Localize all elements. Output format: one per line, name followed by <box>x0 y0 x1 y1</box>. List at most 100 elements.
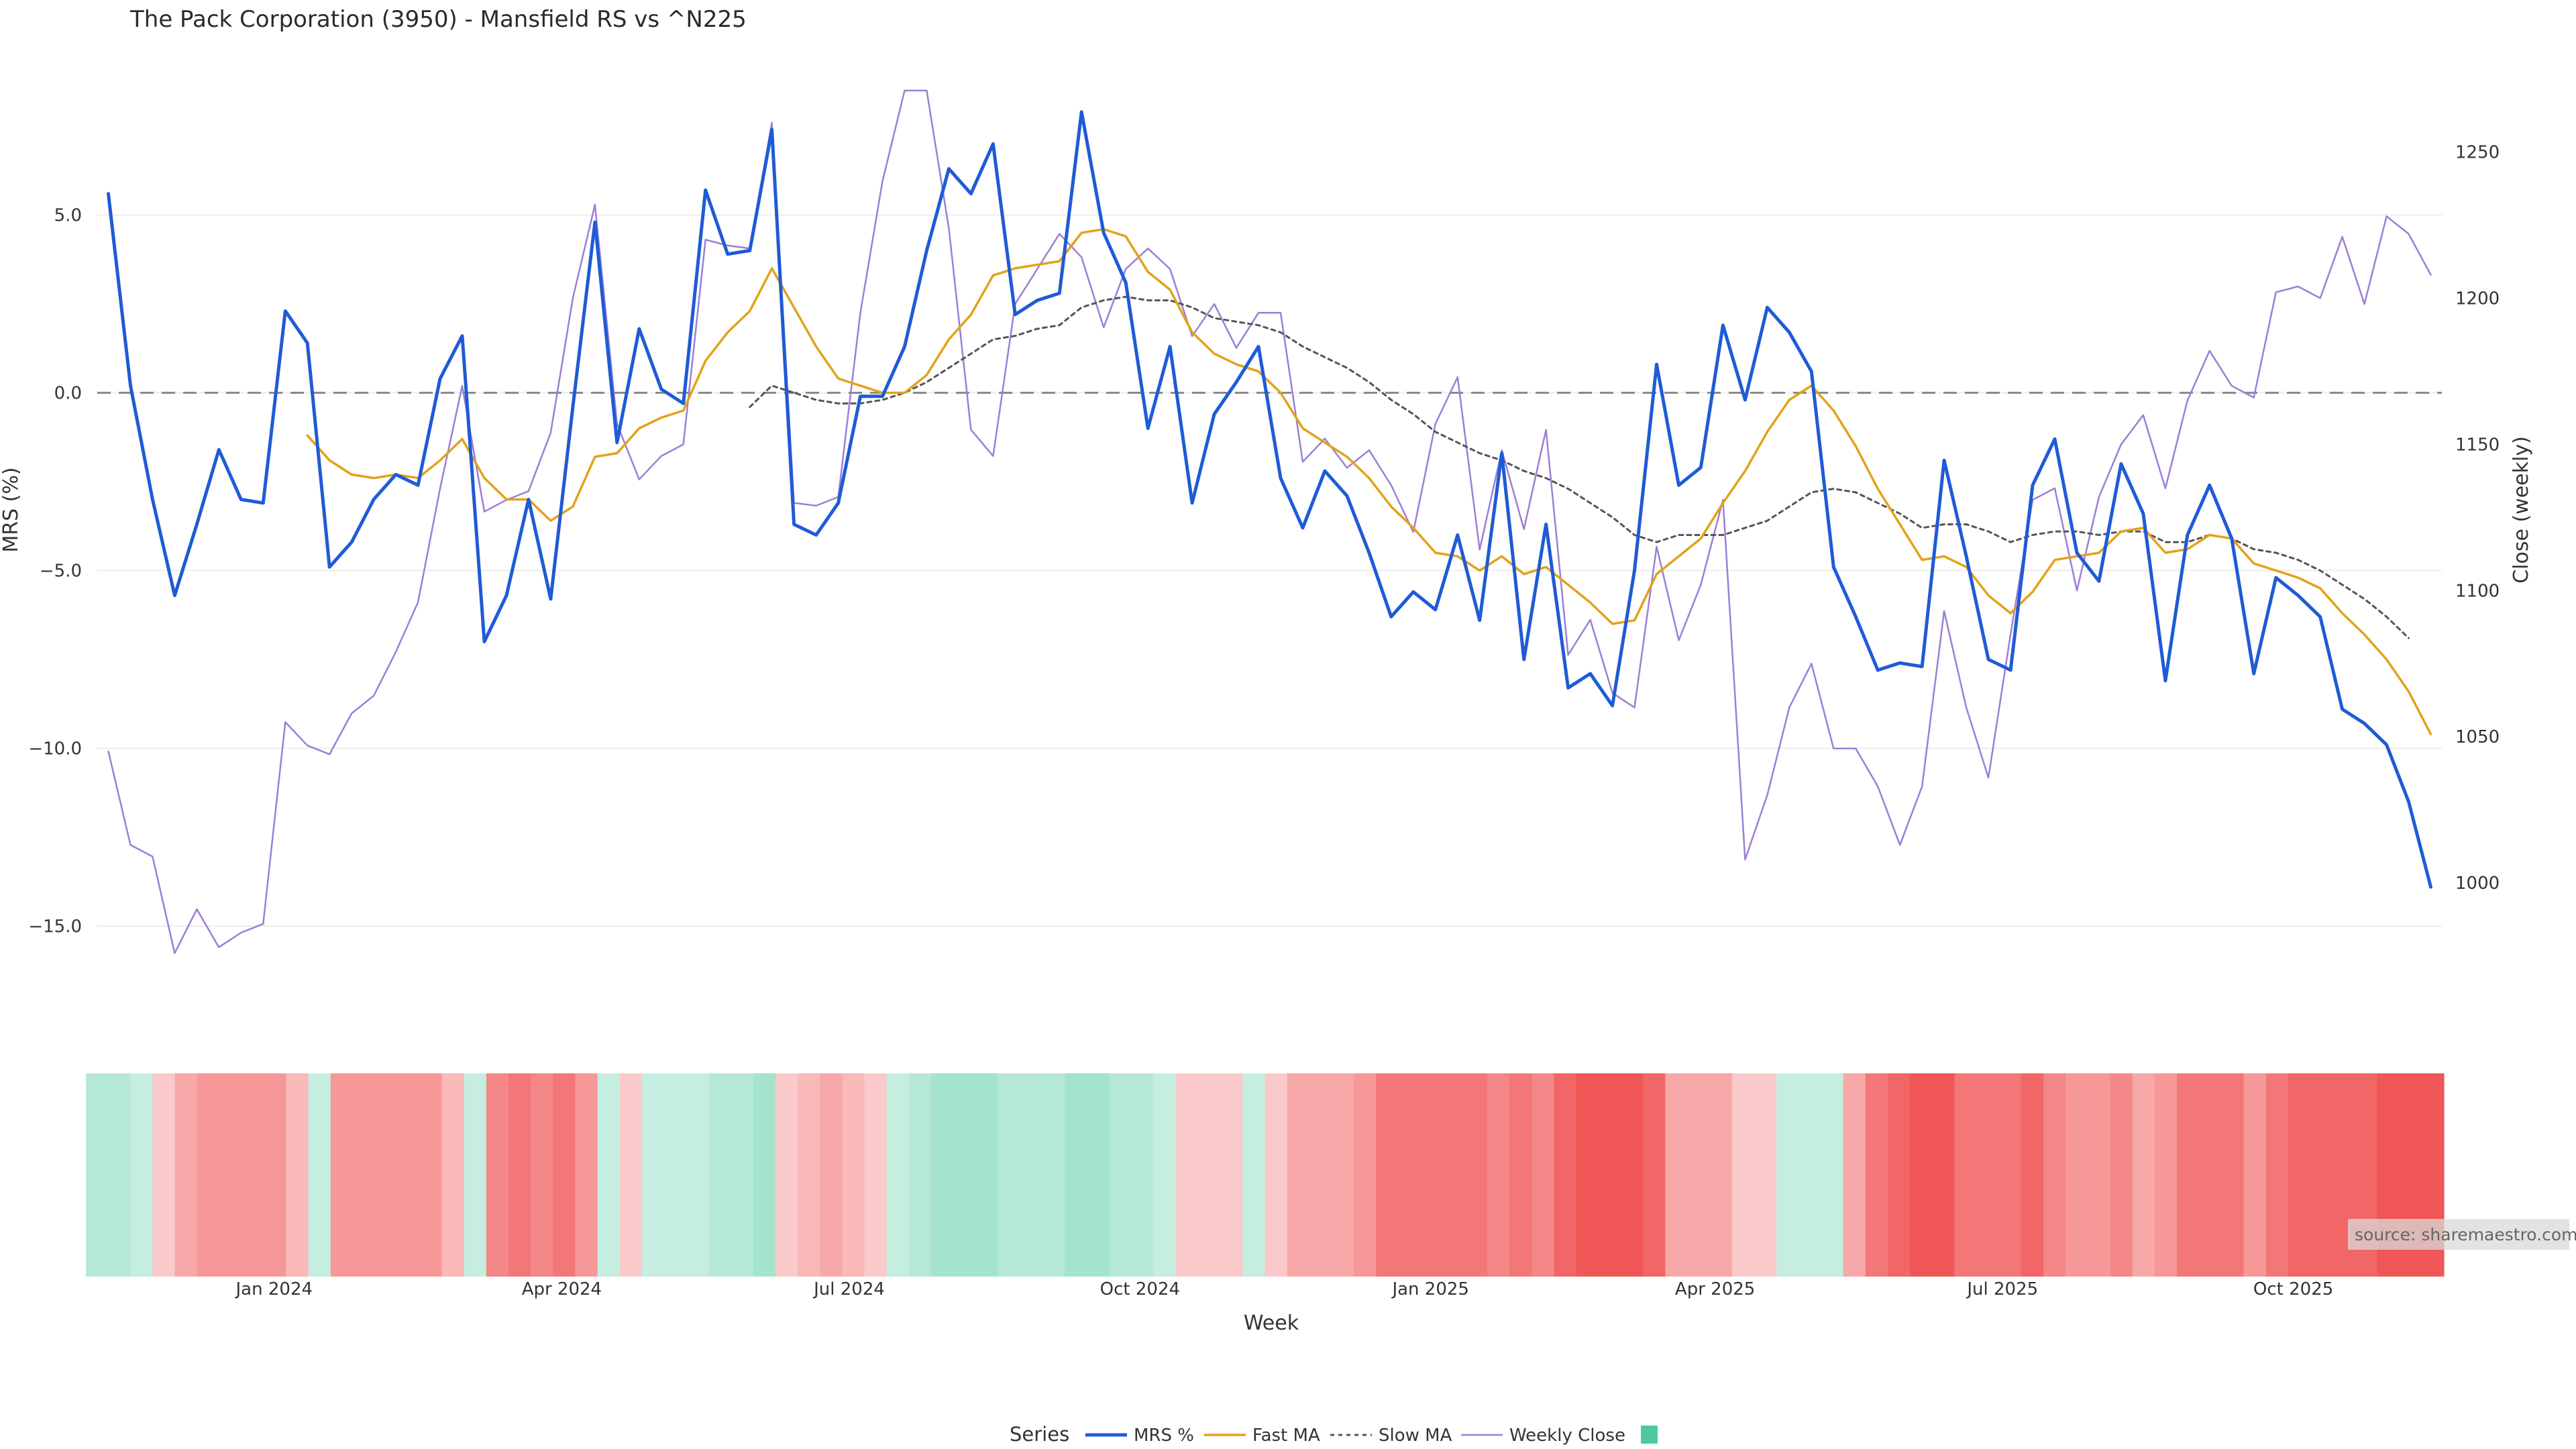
series-line-weekly-close <box>107 89 2432 955</box>
heatmap-cell <box>1687 1073 1711 1277</box>
y-left-tick: −5.0 <box>40 561 82 582</box>
heatmap-cell <box>2043 1073 2066 1277</box>
legend-heatmap-swatch <box>1641 1426 1658 1444</box>
heatmap-cell <box>842 1073 865 1277</box>
heatmap-cell <box>575 1073 598 1277</box>
source-badge: source: sharemaestro.com <box>2348 1219 2576 1250</box>
heatmap-cell <box>1042 1073 1065 1277</box>
heatmap-cell <box>886 1073 910 1277</box>
heatmap-cell <box>1065 1073 1087 1277</box>
heatmap-cell <box>286 1073 309 1277</box>
heatmap-cell <box>1754 1073 1777 1277</box>
y-right-tick: 1000 <box>2455 873 2500 894</box>
heatmap-cell <box>1709 1073 1733 1277</box>
heatmap-cell <box>1843 1073 1866 1277</box>
heatmap-cell <box>998 1073 1021 1277</box>
x-tick: Oct 2025 <box>2253 1279 2333 1299</box>
heatmap-cell <box>1887 1073 1911 1277</box>
heatmap-cell <box>2221 1073 2245 1277</box>
heatmap-cell <box>264 1073 287 1277</box>
heatmap-cell <box>642 1073 665 1277</box>
heatmap-cell <box>1954 1073 1978 1277</box>
right-axis-label: Close (weekly) <box>2510 436 2533 584</box>
heatmap-cell <box>2288 1073 2311 1277</box>
heatmap-cell <box>1153 1073 1177 1277</box>
heatmap-cell <box>1487 1073 1510 1277</box>
left-axis-label: MRS (%) <box>0 467 23 552</box>
heatmap-cell <box>619 1073 643 1277</box>
y-left-tick: −10.0 <box>28 739 82 759</box>
heatmap-cell <box>1998 1073 2022 1277</box>
y-left-tick: −15.0 <box>28 917 82 937</box>
heatmap-cell <box>1509 1073 1533 1277</box>
heatmap-cell <box>2110 1073 2133 1277</box>
heatmap-cell <box>2154 1073 2178 1277</box>
heatmap-cell <box>1665 1073 1688 1277</box>
heatmap-cell <box>1776 1073 1799 1277</box>
heatmap-cell <box>1242 1073 1266 1277</box>
heatmap-cell <box>531 1073 553 1277</box>
x-tick: Apr 2024 <box>522 1279 602 1299</box>
x-tick: Oct 2024 <box>1100 1279 1180 1299</box>
heatmap-cell <box>375 1073 398 1277</box>
heatmap-cell <box>397 1073 421 1277</box>
legend-item-label: Weekly Close <box>1509 1426 1625 1446</box>
series-line-fast-ma <box>306 227 2432 736</box>
x-tick: Jul 2024 <box>812 1279 885 1299</box>
heatmap-cell <box>486 1073 509 1277</box>
heatmap-cell <box>2177 1073 2200 1277</box>
heatmap-cell <box>820 1073 843 1277</box>
right-axis-ticks: 1250 1200 1150 1100 1050 1000 <box>2455 143 2500 894</box>
heatmap-cell <box>197 1073 220 1277</box>
heatmap-cell <box>219 1073 242 1277</box>
heatmap-cell <box>1398 1073 1421 1277</box>
y-left-tick: 5.0 <box>54 206 82 226</box>
x-axis-label: Week <box>1244 1311 1299 1335</box>
heatmap-cell <box>1131 1073 1155 1277</box>
heatmap-cell <box>2199 1073 2222 1277</box>
heatmap-cell <box>108 1073 131 1277</box>
y-right-tick: 1100 <box>2455 581 2500 601</box>
heatmap-cell <box>241 1073 264 1277</box>
heatmap-cell <box>2132 1073 2155 1277</box>
chart-title: The Pack Corporation (3950) - Mansfield … <box>129 6 747 33</box>
heatmap-cell <box>2021 1073 2044 1277</box>
y-left-tick: 0.0 <box>54 384 82 404</box>
heatmap-cell <box>2310 1073 2333 1277</box>
source-badge-bg <box>2348 1219 2569 1250</box>
heatmap-cell <box>1309 1073 1332 1277</box>
left-axis-ticks: 5.0 0.0 −5.0 −10.0 −15.0 <box>28 206 82 937</box>
heatmap-cell <box>2088 1073 2111 1277</box>
legend-item-label: Slow MA <box>1379 1426 1452 1446</box>
heatmap-cell <box>1198 1073 1221 1277</box>
heatmap-cell <box>708 1073 732 1277</box>
heatmap-cell <box>775 1073 798 1277</box>
heatmap-cell <box>1532 1073 1555 1277</box>
heatmap-cell <box>686 1073 710 1277</box>
x-tick: Jul 2025 <box>1966 1279 2038 1299</box>
heatmap-cell <box>1598 1073 1621 1277</box>
y-right-tick: 1250 <box>2455 143 2500 163</box>
y-right-tick: 1200 <box>2455 288 2500 309</box>
y-right-tick: 1050 <box>2455 727 2500 747</box>
heatmap-cell <box>1109 1073 1132 1277</box>
heatmap-cell <box>731 1073 754 1277</box>
heatmap-cell <box>1020 1073 1043 1277</box>
heatmap-cell <box>553 1073 576 1277</box>
heatmap-cell <box>1420 1073 1444 1277</box>
heatmap-cell <box>2265 1073 2289 1277</box>
heatmap-cell <box>1376 1073 1399 1277</box>
x-axis-ticks: Jan 2024 Apr 2024 Jul 2024 Oct 2024 Jan 2025… <box>235 1279 2334 1299</box>
heatmap-cell <box>86 1073 109 1277</box>
heatmap-cell <box>1643 1073 1666 1277</box>
series-line-slow-ma <box>749 295 2410 639</box>
heatmap-cell <box>1175 1073 1199 1277</box>
heatmap-cell <box>975 1073 999 1277</box>
heatmap-cell <box>1464 1073 1488 1277</box>
heatmap-cell <box>174 1073 198 1277</box>
heatmap-cell <box>1331 1073 1354 1277</box>
heatmap-cell <box>130 1073 154 1277</box>
x-tick: Apr 2025 <box>1675 1279 1755 1299</box>
heatmap-cell <box>464 1073 487 1277</box>
